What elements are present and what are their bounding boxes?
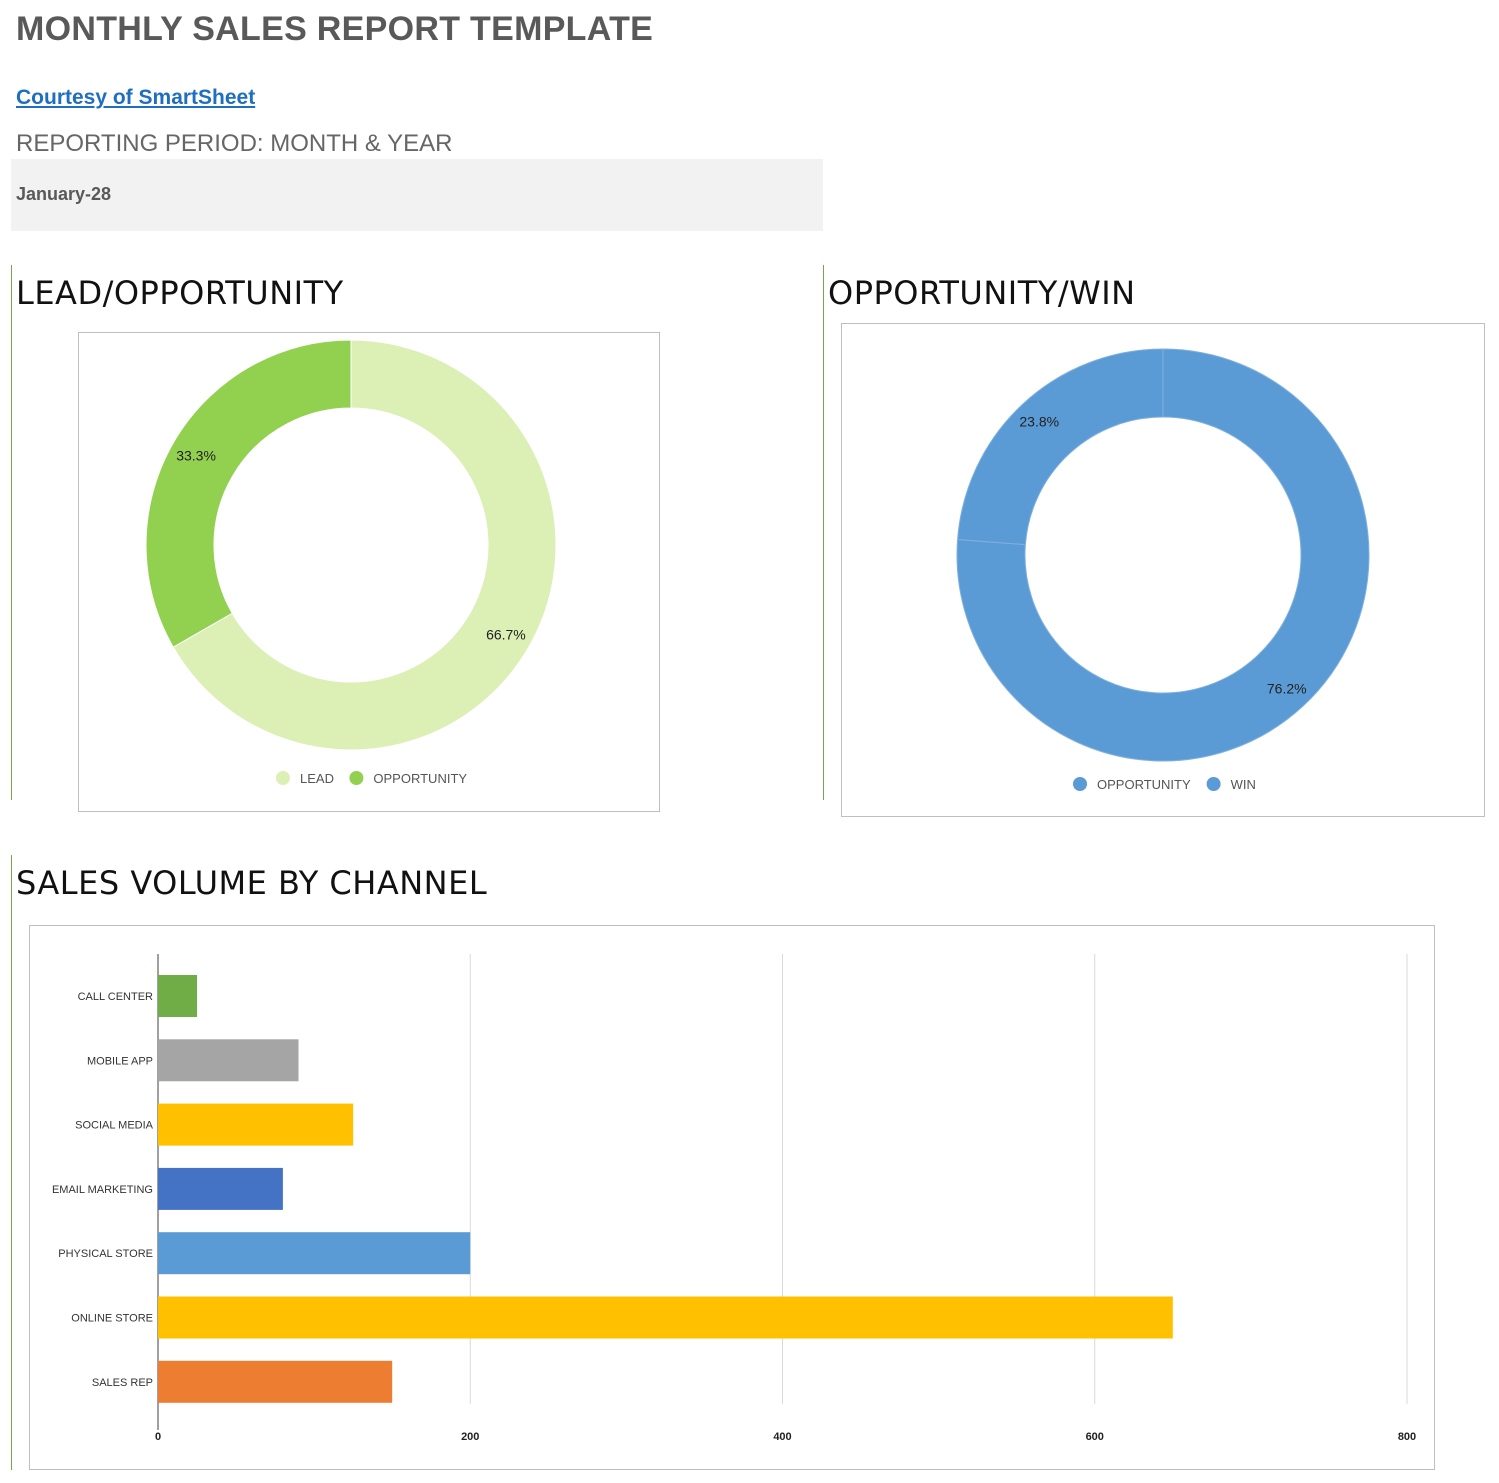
sales-volume-title: SALES VOLUME BY CHANNEL [16,864,488,902]
page-title: MONTHLY SALES REPORT TEMPLATE [16,10,654,48]
bar-sales-rep[interactable] [158,1360,393,1403]
x-tick-0: 0 [155,1431,161,1443]
bar-email-marketing[interactable] [158,1167,283,1210]
y-tick-mobile-app: MOBILE APP [87,1055,153,1067]
y-tick-online-store: ONLINE STORE [71,1313,153,1325]
x-tick-200: 200 [461,1431,479,1443]
legend-marker-lead [276,771,290,785]
reporting-period-field[interactable] [11,159,823,231]
opportunity-win-chart: 76.2% 23.8% OPPORTUNITY WIN [841,323,1485,817]
bar-mobile-app[interactable] [158,1039,299,1082]
section-divider-win [823,265,824,800]
bar-physical-store[interactable] [158,1232,471,1275]
y-tick-sales-rep: SALES REP [92,1377,153,1389]
reporting-period-label: REPORTING PERIOD: MONTH & YEAR [16,130,453,157]
legend-label-win: WIN [1231,777,1256,792]
courtesy-link[interactable]: Courtesy of SmartSheet [16,86,256,109]
y-tick-physical-store: PHYSICAL STORE [58,1248,153,1260]
section-divider-lead [11,265,12,800]
y-tick-email-marketing: EMAIL MARKETING [52,1184,153,1196]
lead-opportunity-chart: 66.7% 33.3% LEAD OPPORTUNITY [78,332,660,812]
opportunity-win-title: OPPORTUNITY/WIN [828,274,1136,312]
lead-opportunity-title: LEAD/OPPORTUNITY [16,274,344,312]
data-label-opportunity: 76.2% [1267,680,1307,696]
lead-opportunity-donut: 66.7% 33.3% LEAD OPPORTUNITY [145,339,557,786]
legend-marker-opportunity [349,771,364,785]
bar-online-store[interactable] [158,1296,1173,1339]
bar-call-center[interactable] [158,975,198,1017]
data-label-opportunity: 33.3% [176,447,216,463]
opportunity-win-donut: 76.2% 23.8% OPPORTUNITY WIN [956,348,1370,792]
legend-marker-opportunity [1073,777,1087,791]
legend-label-opportunity: OPPORTUNITY [1097,777,1191,792]
x-tick-600: 600 [1086,1431,1104,1443]
legend-label-opportunity: OPPORTUNITY [373,771,467,786]
reporting-period-value[interactable]: January-28 [16,184,112,204]
x-tick-400: 400 [773,1431,791,1443]
sales-volume-bar-chart: 0 200 400 600 800 CALL CENTER MOBILE APP SOCIAL… [52,954,1416,1443]
sales-volume-chart: 0 200 400 600 800 CALL CENTER MOBILE APP SOCIAL… [29,925,1435,1470]
slice-opportunity[interactable] [956,348,1370,762]
y-tick-social-media: SOCIAL MEDIA [75,1120,153,1132]
x-tick-800: 800 [1398,1431,1416,1443]
section-divider-sales [11,855,12,1470]
slice-opportunity[interactable] [145,339,352,648]
legend-label-lead: LEAD [300,771,334,786]
bar-social-media[interactable] [158,1103,354,1146]
legend-marker-win [1206,777,1221,791]
slice-win[interactable] [957,348,1164,546]
data-label-win: 23.8% [1019,414,1059,430]
slice-lead[interactable] [172,339,557,751]
y-tick-call-center: CALL CENTER [78,991,153,1003]
data-label-lead: 66.7% [486,627,526,643]
